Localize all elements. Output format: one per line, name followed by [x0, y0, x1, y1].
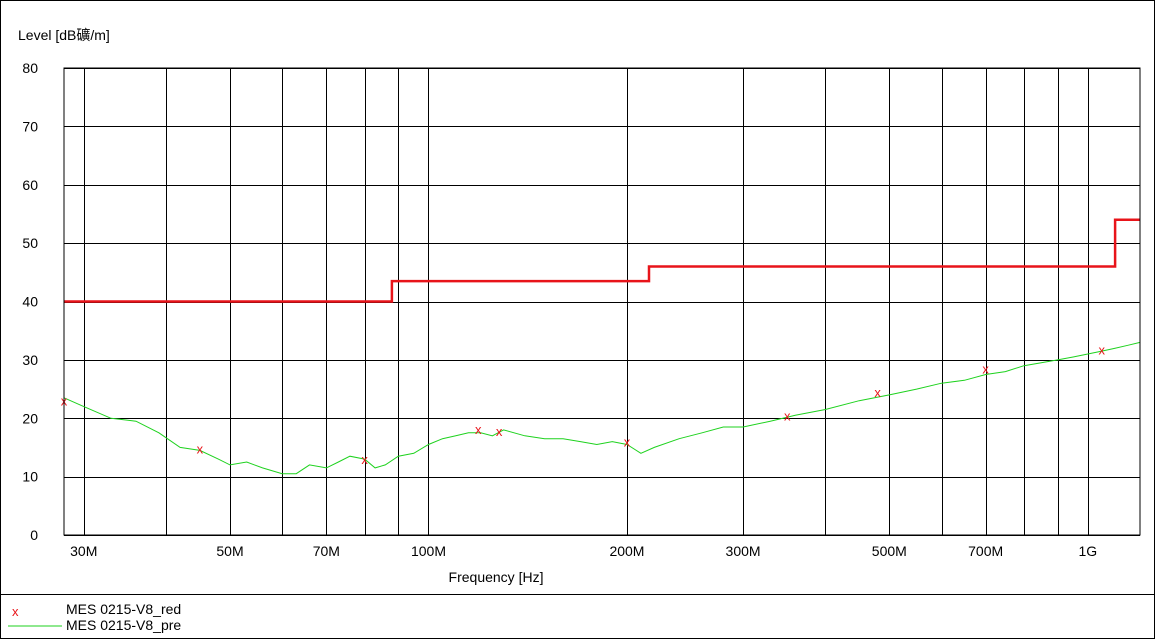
- limit-line: [64, 218, 1140, 303]
- measurement-marker: x: [784, 408, 791, 423]
- pre-scan-line: [63, 341, 1141, 475]
- y-tick-label: 80: [22, 60, 38, 76]
- measurement-marker: x: [496, 424, 503, 439]
- limit-line-layer: [64, 218, 1140, 303]
- x-tick-label: 300M: [726, 543, 761, 559]
- x-tick-label: 500M: [872, 543, 907, 559]
- measurement-marker: x: [197, 442, 204, 457]
- legend-marker-x: x: [12, 604, 19, 619]
- x-axis-label: Frequency [Hz]: [449, 569, 544, 585]
- y-tick-label: 30: [22, 352, 38, 368]
- measurement-marker: x: [1099, 342, 1106, 357]
- y-tick-label: 10: [22, 469, 38, 485]
- legend-label: MES 0215-V8_red: [66, 601, 181, 617]
- measurement-marker: x: [624, 435, 631, 450]
- measurement-marker: x: [361, 452, 368, 467]
- y-tick-label: 70: [22, 118, 38, 134]
- x-tick-label: 50M: [216, 543, 243, 559]
- y-tick-labels: 0 10 20 30 40 50 60 70 80: [22, 60, 38, 543]
- x-tick-label: 200M: [609, 543, 644, 559]
- legend-label: MES 0215-V8_pre: [66, 617, 181, 633]
- y-tick-label: 40: [22, 294, 38, 310]
- measurement-marker: x: [475, 422, 482, 437]
- y-tick-label: 50: [22, 235, 38, 251]
- measurement-marker: x: [874, 385, 881, 400]
- y-tick-label: 60: [22, 177, 38, 193]
- x-tick-label: 30M: [70, 543, 97, 559]
- measurement-marker: x: [982, 362, 989, 377]
- x-tick-labels: 30M 50M 70M 100M 200M 300M 500M 700M 1G: [70, 543, 1097, 559]
- x-tick-label: 100M: [411, 543, 446, 559]
- y-tick-label: 20: [22, 410, 38, 426]
- y-tick-label: 0: [30, 527, 38, 543]
- x-tick-label: 700M: [968, 543, 1003, 559]
- plot-border: [63, 67, 1141, 536]
- x-tick-label: 70M: [313, 543, 340, 559]
- y-axis-label: Level [dB礦/m]: [18, 27, 110, 43]
- x-tick-label: 1G: [1078, 543, 1097, 559]
